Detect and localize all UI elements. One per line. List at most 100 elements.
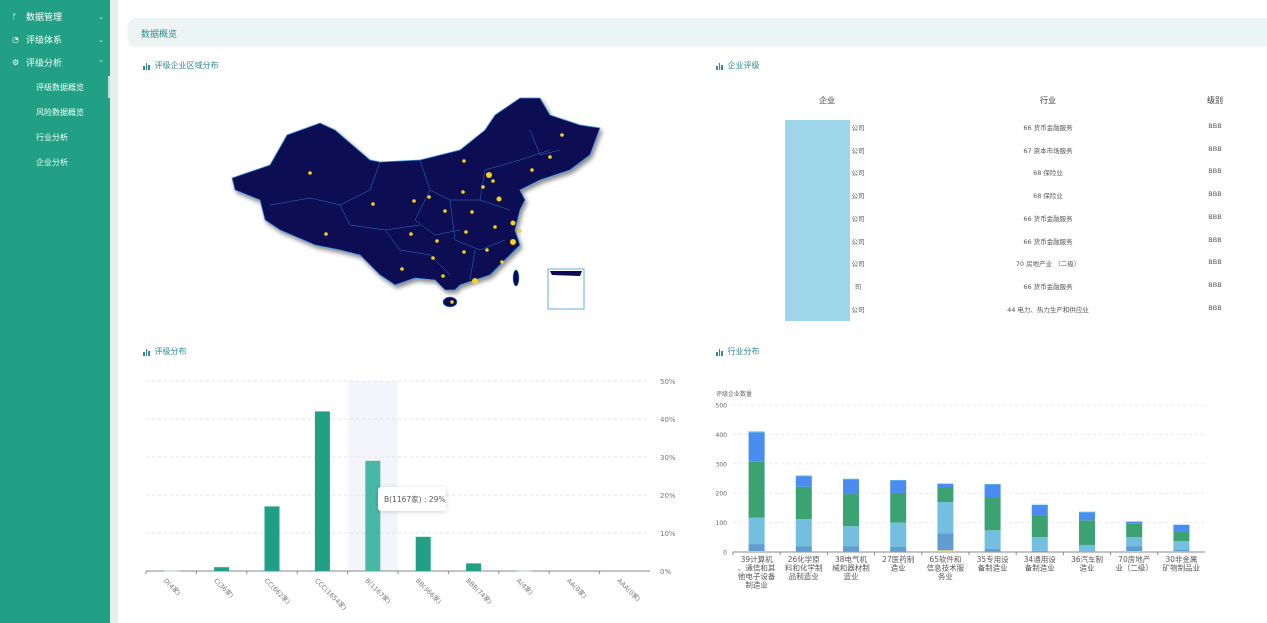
stacked-bar-segment[interactable] <box>1079 511 1095 513</box>
map-dot[interactable] <box>518 229 522 233</box>
rating-bar[interactable] <box>214 567 230 571</box>
map-dot[interactable] <box>464 230 468 234</box>
rating-bar[interactable] <box>516 570 532 572</box>
sidebar-item-data-management[interactable]: ᚠ 数据管理 ⌄ <box>12 12 104 23</box>
stacked-bar-segment[interactable] <box>748 461 765 518</box>
stacked-bar-segment[interactable] <box>843 494 859 527</box>
stacked-bar-segment[interactable] <box>1126 537 1143 547</box>
rating-bar[interactable] <box>163 570 179 572</box>
stacked-bar-segment[interactable] <box>748 544 765 552</box>
stacked-bar-segment[interactable] <box>937 483 954 488</box>
stacked-bar-segment[interactable] <box>1126 522 1143 524</box>
stacked-bar-segment[interactable] <box>748 551 765 552</box>
sidebar-item-rating-system[interactable]: ◔ 评级体系 ⌄ <box>12 35 104 46</box>
stacked-bar-segment[interactable] <box>937 533 954 551</box>
stacked-bar-segment[interactable] <box>937 502 954 534</box>
china-map[interactable] <box>220 90 620 320</box>
map-dot[interactable] <box>371 202 375 206</box>
stacked-bar-segment[interactable] <box>1079 512 1095 521</box>
stacked-bar-segment[interactable] <box>1031 504 1048 516</box>
stacked-bar-segment[interactable] <box>843 478 859 480</box>
stacked-bar-segment[interactable] <box>890 522 907 548</box>
map-dot[interactable] <box>427 195 431 199</box>
map-dot[interactable] <box>560 133 564 137</box>
map-dot[interactable] <box>400 267 404 271</box>
stacked-bar-segment[interactable] <box>795 546 812 552</box>
sidebar-subitem-risk-overview[interactable]: 风险数据概览 <box>36 108 84 117</box>
map-dot[interactable] <box>486 172 492 178</box>
map-dot[interactable] <box>548 155 552 159</box>
stacked-bar-segment[interactable] <box>1173 541 1190 550</box>
map-dot[interactable] <box>485 248 489 252</box>
stacked-bar-segment[interactable] <box>984 530 1001 550</box>
sidebar-subitem-company-analysis[interactable]: 企业分析 <box>36 158 68 167</box>
map-dot[interactable] <box>481 185 485 189</box>
sidebar-item-rating-analysis[interactable]: ⚙ 评级分析 ⌃ <box>12 58 104 69</box>
stacked-bar-segment[interactable] <box>795 519 812 547</box>
map-dot[interactable] <box>431 256 435 260</box>
map-dot[interactable] <box>510 239 516 245</box>
map-dot[interactable] <box>500 260 504 264</box>
rating-bar[interactable] <box>314 411 330 571</box>
map-dot[interactable] <box>493 225 497 229</box>
map-dot[interactable] <box>450 300 454 304</box>
stacked-bar-segment[interactable] <box>748 431 765 433</box>
stacked-bar-segment[interactable] <box>795 475 812 477</box>
map-dot[interactable] <box>462 159 466 163</box>
rating-bar[interactable] <box>415 536 431 571</box>
map-dot[interactable] <box>308 171 312 175</box>
stacked-bar-segment[interactable] <box>1079 544 1095 552</box>
map-dot[interactable] <box>510 220 516 226</box>
map-dot[interactable] <box>441 274 445 278</box>
stacked-bar-segment[interactable] <box>1173 549 1190 552</box>
stacked-bar-segment[interactable] <box>843 479 859 495</box>
stacked-bar-segment[interactable] <box>1031 550 1048 552</box>
cell-industry: 66 货币金融服务 <box>1023 214 1073 223</box>
rating-bar[interactable] <box>365 460 381 571</box>
stacked-bar-segment[interactable] <box>1031 537 1048 551</box>
stacked-bar-segment[interactable] <box>1173 551 1190 552</box>
stacked-bar-segment[interactable] <box>890 547 907 552</box>
stacked-bar-segment[interactable] <box>1126 521 1143 523</box>
stacked-bar-segment[interactable] <box>1126 523 1143 538</box>
stacked-bar-segment[interactable] <box>984 497 1001 531</box>
map-dot[interactable] <box>496 196 502 202</box>
stacked-bar-segment[interactable] <box>937 487 954 503</box>
stacked-bar-segment[interactable] <box>1173 524 1190 532</box>
stacked-bar-segment[interactable] <box>795 476 812 487</box>
map-dot[interactable] <box>461 190 465 194</box>
map-dot[interactable] <box>324 232 328 236</box>
stacked-bar-segment[interactable] <box>1173 531 1190 542</box>
stacked-bar-segment[interactable] <box>1126 546 1143 552</box>
stacked-bar-segment[interactable] <box>890 492 907 523</box>
stacked-bar-segment[interactable] <box>1126 551 1143 552</box>
stacked-bar-segment[interactable] <box>843 546 859 552</box>
stacked-bar-segment[interactable] <box>748 432 765 462</box>
map-dot[interactable] <box>472 278 478 284</box>
map-dot[interactable] <box>530 168 534 172</box>
map-region[interactable] <box>231 97 601 291</box>
stacked-bar-segment[interactable] <box>1079 520 1095 545</box>
x-tick-label: CCC(1654家) <box>313 576 349 610</box>
map-dot[interactable] <box>409 232 413 236</box>
map-dot[interactable] <box>435 239 439 243</box>
stacked-bar-segment[interactable] <box>984 549 1001 552</box>
stacked-bar-segment[interactable] <box>795 486 812 520</box>
stacked-bar-segment[interactable] <box>1031 515 1048 538</box>
stacked-bar-segment[interactable] <box>748 517 765 545</box>
map-dot[interactable] <box>491 179 495 183</box>
sidebar-subitem-industry-analysis[interactable]: 行业分析 <box>36 133 68 142</box>
cell-rating: BBB <box>1208 122 1222 130</box>
rating-bar[interactable] <box>466 563 482 571</box>
map-dot[interactable] <box>443 209 447 213</box>
rating-bar[interactable] <box>264 506 280 571</box>
stacked-bar-segment[interactable] <box>843 526 859 547</box>
sidebar-subitem-rating-overview[interactable]: 评级数据概览 <box>36 83 84 92</box>
map-dot[interactable] <box>412 199 416 203</box>
map-dot[interactable] <box>462 250 466 254</box>
x-tick-label: BBB(74家) <box>464 576 494 606</box>
map-dot[interactable] <box>470 210 474 214</box>
stacked-bar-segment[interactable] <box>890 480 907 493</box>
stacked-bar-segment[interactable] <box>984 484 1001 498</box>
stacked-bar-segment[interactable] <box>937 550 954 552</box>
